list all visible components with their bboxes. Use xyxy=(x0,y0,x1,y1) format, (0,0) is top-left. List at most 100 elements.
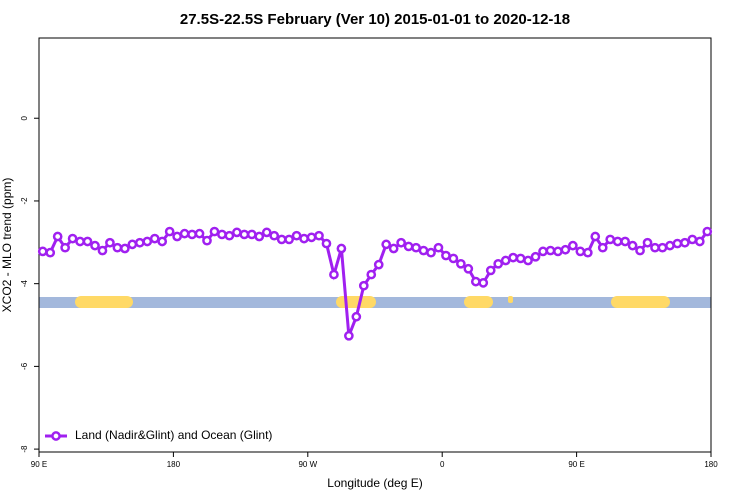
data-point xyxy=(90,240,100,251)
y-axis-label: XCO2 - MLO trend (ppm) xyxy=(0,178,14,313)
data-point xyxy=(568,240,578,251)
data-point xyxy=(575,246,586,257)
data-point xyxy=(261,227,272,238)
land-segment xyxy=(508,296,513,303)
data-point xyxy=(687,234,698,245)
data-point xyxy=(426,247,436,258)
data-point xyxy=(560,244,571,255)
plot-frame xyxy=(38,37,712,453)
data-point xyxy=(463,263,474,274)
data-point xyxy=(120,243,130,254)
data-point xyxy=(642,237,653,248)
data-point xyxy=(702,226,713,237)
data-point xyxy=(127,239,138,250)
land-segment xyxy=(611,296,670,308)
x-tick-label: 180 xyxy=(704,460,718,469)
data-point xyxy=(530,251,541,262)
data-point xyxy=(329,269,339,280)
data-point xyxy=(149,233,160,244)
data-point xyxy=(433,242,444,253)
data-point xyxy=(314,230,324,241)
data-point xyxy=(142,236,153,247)
land-segment xyxy=(464,296,493,308)
data-point xyxy=(470,276,481,287)
data-point xyxy=(202,235,212,246)
data-point xyxy=(358,280,369,291)
surface-bar xyxy=(39,296,711,308)
data-point xyxy=(441,250,451,261)
data-point xyxy=(545,245,556,256)
data-point xyxy=(605,234,616,245)
data-point xyxy=(164,226,175,237)
data-point xyxy=(60,242,70,253)
x-tick-label: 90 W xyxy=(298,460,317,469)
data-point xyxy=(448,253,459,264)
data-point xyxy=(396,237,406,248)
data-point xyxy=(485,265,496,276)
data-point xyxy=(680,237,690,248)
x-axis-label: Longitude (deg E) xyxy=(327,476,422,490)
data-point xyxy=(612,236,623,247)
data-point xyxy=(224,230,235,241)
data-point xyxy=(172,231,182,242)
data-point xyxy=(351,311,362,322)
data-point xyxy=(52,231,63,242)
data-point xyxy=(105,237,115,248)
data-point xyxy=(232,227,242,238)
y-tick-label: -4 xyxy=(20,280,29,288)
land-segment xyxy=(75,296,133,308)
x-tick-label: 90 E xyxy=(568,460,584,469)
legend-marker xyxy=(51,431,61,441)
data-point xyxy=(336,243,347,254)
data-point xyxy=(590,231,601,242)
data-point xyxy=(456,258,466,269)
data-point xyxy=(134,237,145,248)
data-point xyxy=(500,255,511,266)
data-point xyxy=(321,238,332,249)
data-point xyxy=(665,240,675,251)
data-point xyxy=(373,259,384,270)
data-point xyxy=(179,228,190,239)
data-point xyxy=(508,252,518,263)
data-point xyxy=(75,236,85,247)
data-point xyxy=(478,277,489,288)
data-point xyxy=(97,245,108,256)
data-point xyxy=(620,236,630,247)
data-point xyxy=(381,239,392,250)
data-point xyxy=(187,229,197,240)
data-point xyxy=(553,246,563,257)
data-point xyxy=(194,228,205,239)
data-point xyxy=(246,229,257,240)
data-point xyxy=(657,242,668,253)
data-point xyxy=(67,233,78,244)
data-point xyxy=(291,230,302,241)
x-tick-label: 90 E xyxy=(31,460,47,469)
data-point xyxy=(538,246,548,257)
data-point xyxy=(276,234,287,245)
data-point xyxy=(388,243,399,254)
data-point xyxy=(254,231,265,242)
data-point xyxy=(269,230,280,241)
data-point xyxy=(411,242,421,253)
data-point xyxy=(635,245,645,256)
data-point xyxy=(650,242,660,253)
data-point xyxy=(306,232,317,243)
data-point xyxy=(112,242,123,253)
data-point xyxy=(523,255,533,266)
data-point xyxy=(627,240,638,251)
data-point xyxy=(344,330,354,341)
land-segment xyxy=(336,296,376,308)
data-point xyxy=(493,258,504,269)
data-point xyxy=(366,269,377,280)
data-point xyxy=(299,233,309,244)
data-point xyxy=(209,226,220,237)
data-point xyxy=(694,236,705,247)
data-point xyxy=(45,247,56,258)
chart-title: 27.5S-22.5S February (Ver 10) 2015-01-01… xyxy=(180,11,570,28)
y-tick-label: 0 xyxy=(20,115,29,120)
y-tick-label: -6 xyxy=(20,362,29,370)
data-point xyxy=(597,242,608,253)
y-tick-label: -8 xyxy=(20,445,29,453)
legend-label: Land (Nadir&Glint) and Ocean (Glint) xyxy=(75,428,272,442)
